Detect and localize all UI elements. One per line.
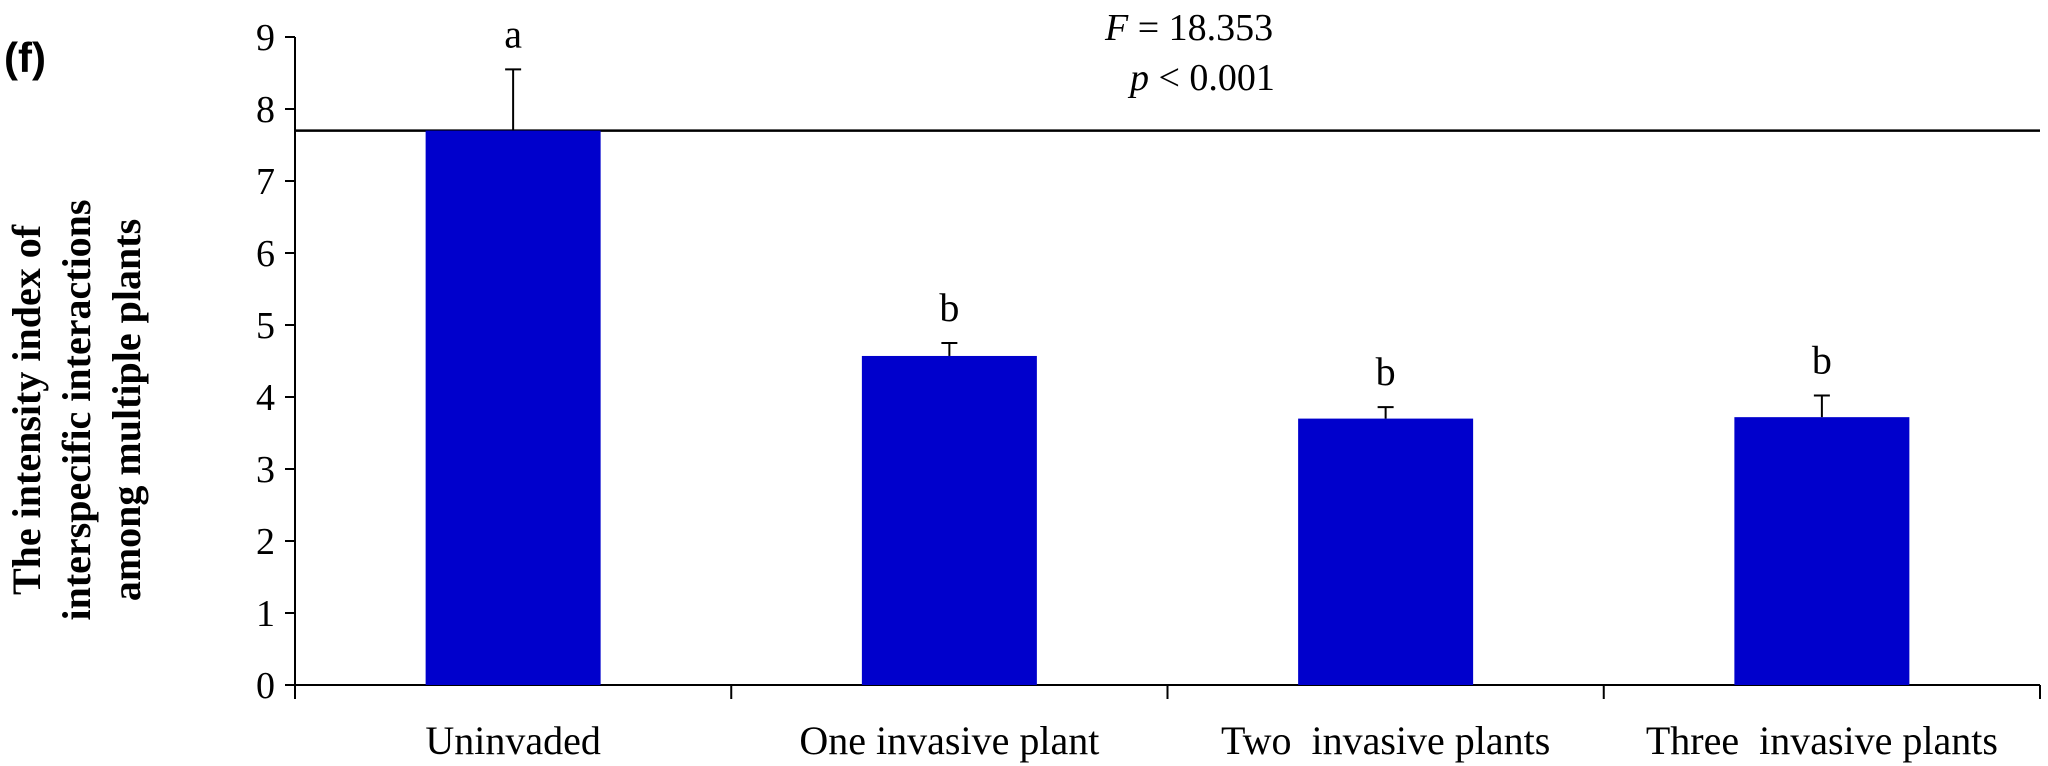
y-tick-label: 8 bbox=[256, 89, 275, 131]
x-tick-label: Two invasive plants bbox=[1221, 718, 1550, 763]
panel-label: (f) bbox=[4, 34, 46, 81]
y-tick-label: 2 bbox=[256, 521, 275, 563]
f-symbol: F bbox=[1104, 7, 1129, 49]
y-axis-title-line-1: The intensity index of bbox=[4, 224, 49, 595]
significance-letter: b bbox=[1812, 338, 1832, 383]
y-tick-label: 3 bbox=[256, 449, 275, 491]
p-symbol: p bbox=[1127, 57, 1149, 99]
x-tick-label: Uninvaded bbox=[425, 718, 601, 763]
significance-letter: b bbox=[939, 285, 959, 330]
y-tick-label: 9 bbox=[256, 17, 275, 59]
y-tick-label: 6 bbox=[256, 233, 275, 275]
x-tick-label: One invasive plant bbox=[799, 718, 1099, 763]
bar bbox=[861, 355, 1037, 685]
y-tick-label: 7 bbox=[256, 161, 275, 203]
bar bbox=[425, 130, 601, 686]
p-value: p < 0.001 bbox=[1127, 57, 1275, 99]
y-axis-title-line-2: interspecific interactions bbox=[54, 200, 99, 621]
plot-area: 0 1 2 3 4 5 6 7 8 9 a Uninvaded b One invasive plant b… bbox=[256, 11, 2041, 763]
p-value-text: < 0.001 bbox=[1149, 57, 1275, 99]
stats-annotation: F = 18.353 p < 0.001 bbox=[1104, 7, 1275, 99]
y-tick-label: 0 bbox=[256, 665, 275, 707]
f-value: = 18.353 bbox=[1128, 7, 1273, 49]
y-axis-title: The intensity index of interspecific int… bbox=[4, 200, 149, 621]
y-tick-label: 4 bbox=[256, 377, 275, 419]
bar bbox=[1734, 417, 1910, 685]
x-tick-label: Three invasive plants bbox=[1646, 718, 1998, 763]
f-statistic: F = 18.353 bbox=[1104, 7, 1273, 49]
bar bbox=[1298, 418, 1474, 685]
y-tick-label: 5 bbox=[256, 305, 275, 347]
y-axis-title-line-3: among multiple plants bbox=[104, 219, 149, 601]
significance-letter: b bbox=[1376, 349, 1396, 394]
y-tick-label: 1 bbox=[256, 593, 275, 635]
significance-letter: a bbox=[504, 11, 522, 56]
